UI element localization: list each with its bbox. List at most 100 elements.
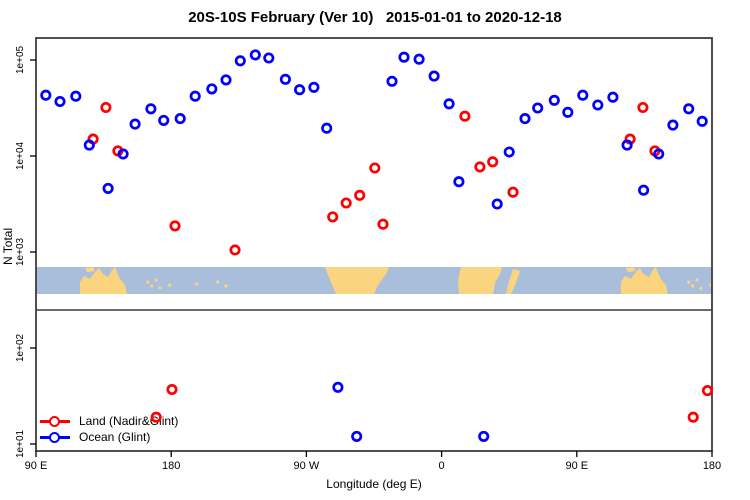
data-point — [474, 161, 486, 173]
x-tick-label: 90 W — [293, 460, 320, 472]
data-point — [40, 89, 52, 101]
map-island-dot — [708, 283, 713, 287]
data-point — [562, 106, 574, 118]
data-point — [294, 84, 306, 96]
data-point — [70, 90, 82, 102]
x-tick-label: 90 E — [565, 460, 589, 472]
plot-frame — [35, 37, 713, 452]
map-island-dot — [687, 280, 691, 284]
y-tick-label: 1e+03 — [15, 237, 26, 267]
data-point — [220, 74, 232, 86]
data-point — [169, 220, 181, 232]
data-point — [174, 113, 186, 125]
data-point — [206, 83, 218, 95]
map-island-dot — [690, 284, 695, 288]
data-point — [696, 115, 708, 127]
data-point — [340, 197, 352, 209]
legend-item-ocean: Ocean (Glint) — [40, 429, 178, 445]
data-point — [653, 148, 665, 160]
data-point — [189, 90, 201, 102]
data-point — [637, 101, 649, 114]
x-tick-label: 0 — [438, 460, 445, 472]
data-point — [491, 198, 503, 210]
data-point — [453, 176, 465, 188]
map-island-dot — [224, 284, 228, 288]
map-island-dot — [154, 278, 158, 282]
data-point — [413, 53, 425, 65]
data-point — [667, 119, 679, 131]
data-point — [592, 99, 604, 111]
data-point — [327, 211, 339, 223]
data-point — [443, 98, 455, 110]
data-point — [503, 146, 515, 158]
map-land-polygon — [625, 267, 636, 273]
x-tick-label: 180 — [162, 460, 181, 472]
map-land-polygon — [506, 268, 520, 294]
data-point — [398, 51, 410, 63]
data-point — [158, 114, 170, 126]
y-tick-label: 1e+01 — [15, 429, 26, 459]
data-point — [621, 139, 633, 151]
data-point — [249, 49, 261, 61]
legend: Land (Nadir&Glint) Ocean (Glint) — [40, 413, 178, 445]
data-point — [145, 103, 157, 115]
data-point — [308, 81, 320, 93]
data-point — [263, 52, 275, 64]
y-axis-label: N Total — [1, 227, 15, 265]
data-point — [377, 218, 389, 230]
data-point — [129, 118, 141, 130]
x-tick-label: 180 — [702, 460, 722, 472]
data-point — [351, 430, 363, 442]
data-point — [638, 184, 650, 196]
data-point — [683, 103, 695, 115]
data-point — [279, 73, 291, 85]
map-island-dot — [699, 286, 703, 290]
data-point — [332, 381, 344, 393]
data-point — [369, 162, 381, 174]
data-point — [478, 430, 490, 442]
data-point — [83, 139, 95, 151]
data-point — [459, 110, 471, 122]
data-point — [117, 148, 129, 160]
data-point — [428, 70, 440, 82]
map-land-polygon — [620, 267, 668, 294]
data-point — [532, 102, 544, 114]
map-island-dot — [146, 280, 150, 284]
map-island-dot — [168, 283, 172, 287]
legend-circle-icon — [49, 415, 60, 427]
data-point — [507, 186, 519, 198]
legend-circle-icon — [49, 431, 60, 443]
data-point — [548, 94, 560, 106]
y-tick-label: 1e+04 — [15, 141, 26, 171]
legend-label-land: Land (Nadir&Glint) — [79, 414, 179, 428]
map-island-dot — [158, 286, 162, 290]
legend-marker-land — [40, 415, 70, 427]
map-land-polygon — [85, 267, 95, 273]
data-point — [102, 182, 114, 194]
chart-title: 20S-10S February (Ver 10) 2015-01-01 to … — [188, 9, 562, 26]
legend-marker-ocean — [40, 431, 70, 443]
map-island-dot — [695, 278, 699, 282]
data-point — [234, 55, 246, 67]
map-land-polygon — [325, 267, 389, 294]
data-point — [519, 113, 531, 125]
data-point — [487, 156, 499, 168]
data-point — [687, 411, 699, 423]
data-point — [112, 145, 124, 157]
data-point — [54, 95, 66, 108]
data-point — [354, 189, 366, 201]
data-point — [87, 133, 99, 145]
data-point — [100, 101, 112, 114]
map-island-dot — [150, 284, 154, 288]
data-point — [229, 244, 241, 256]
data-point — [321, 122, 333, 134]
map-land-polygon — [458, 267, 502, 294]
x-tick-label: 90 E — [24, 460, 48, 472]
legend-item-land: Land (Nadir&Glint) — [40, 413, 178, 429]
data-point — [624, 133, 636, 145]
map-island-dot — [195, 282, 199, 286]
legend-label-ocean: Ocean (Glint) — [79, 430, 151, 444]
y-tick-label: 1e+02 — [15, 333, 26, 363]
data-point — [649, 145, 661, 157]
